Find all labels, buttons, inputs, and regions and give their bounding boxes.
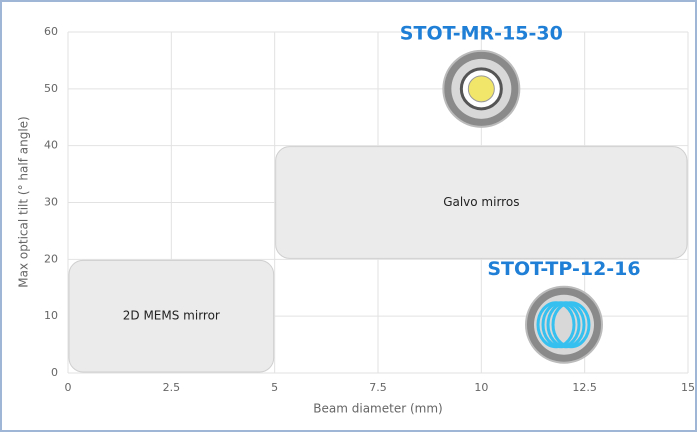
y-tick-label: 20 [44,252,58,265]
y-tick-label: 10 [44,309,58,322]
x-tick-label: 2.5 [163,381,181,394]
y-tick-label: 30 [44,196,58,209]
x-tick-label: 10 [474,381,488,394]
x-tick-label: 0 [65,381,72,394]
product-icon [525,285,603,364]
x-tick-label: 12.5 [572,381,597,394]
product-icon [442,49,521,128]
y-tick-label: 40 [44,139,58,152]
region [68,259,275,373]
product-label: STOT-MR-15-30 [400,22,563,44]
icon-core [467,75,495,103]
x-axis-label: Beam diameter (mm) [313,402,442,416]
x-tick-label: 15 [681,381,695,394]
x-tick-label: 5 [271,381,278,394]
x-tick-label: 7.5 [369,381,387,394]
icon-ring [551,301,591,349]
product-label: STOT-TP-12-16 [487,258,640,280]
region-label: Galvo mirros [443,195,519,209]
y-axis-label: Max optical tilt (° half angle) [17,116,31,287]
region-label: 2D MEMS mirror [123,309,220,323]
y-tick-label: 50 [44,82,58,95]
y-tick-label: 60 [44,25,58,38]
region [275,146,688,259]
y-tick-label: 0 [51,366,58,379]
